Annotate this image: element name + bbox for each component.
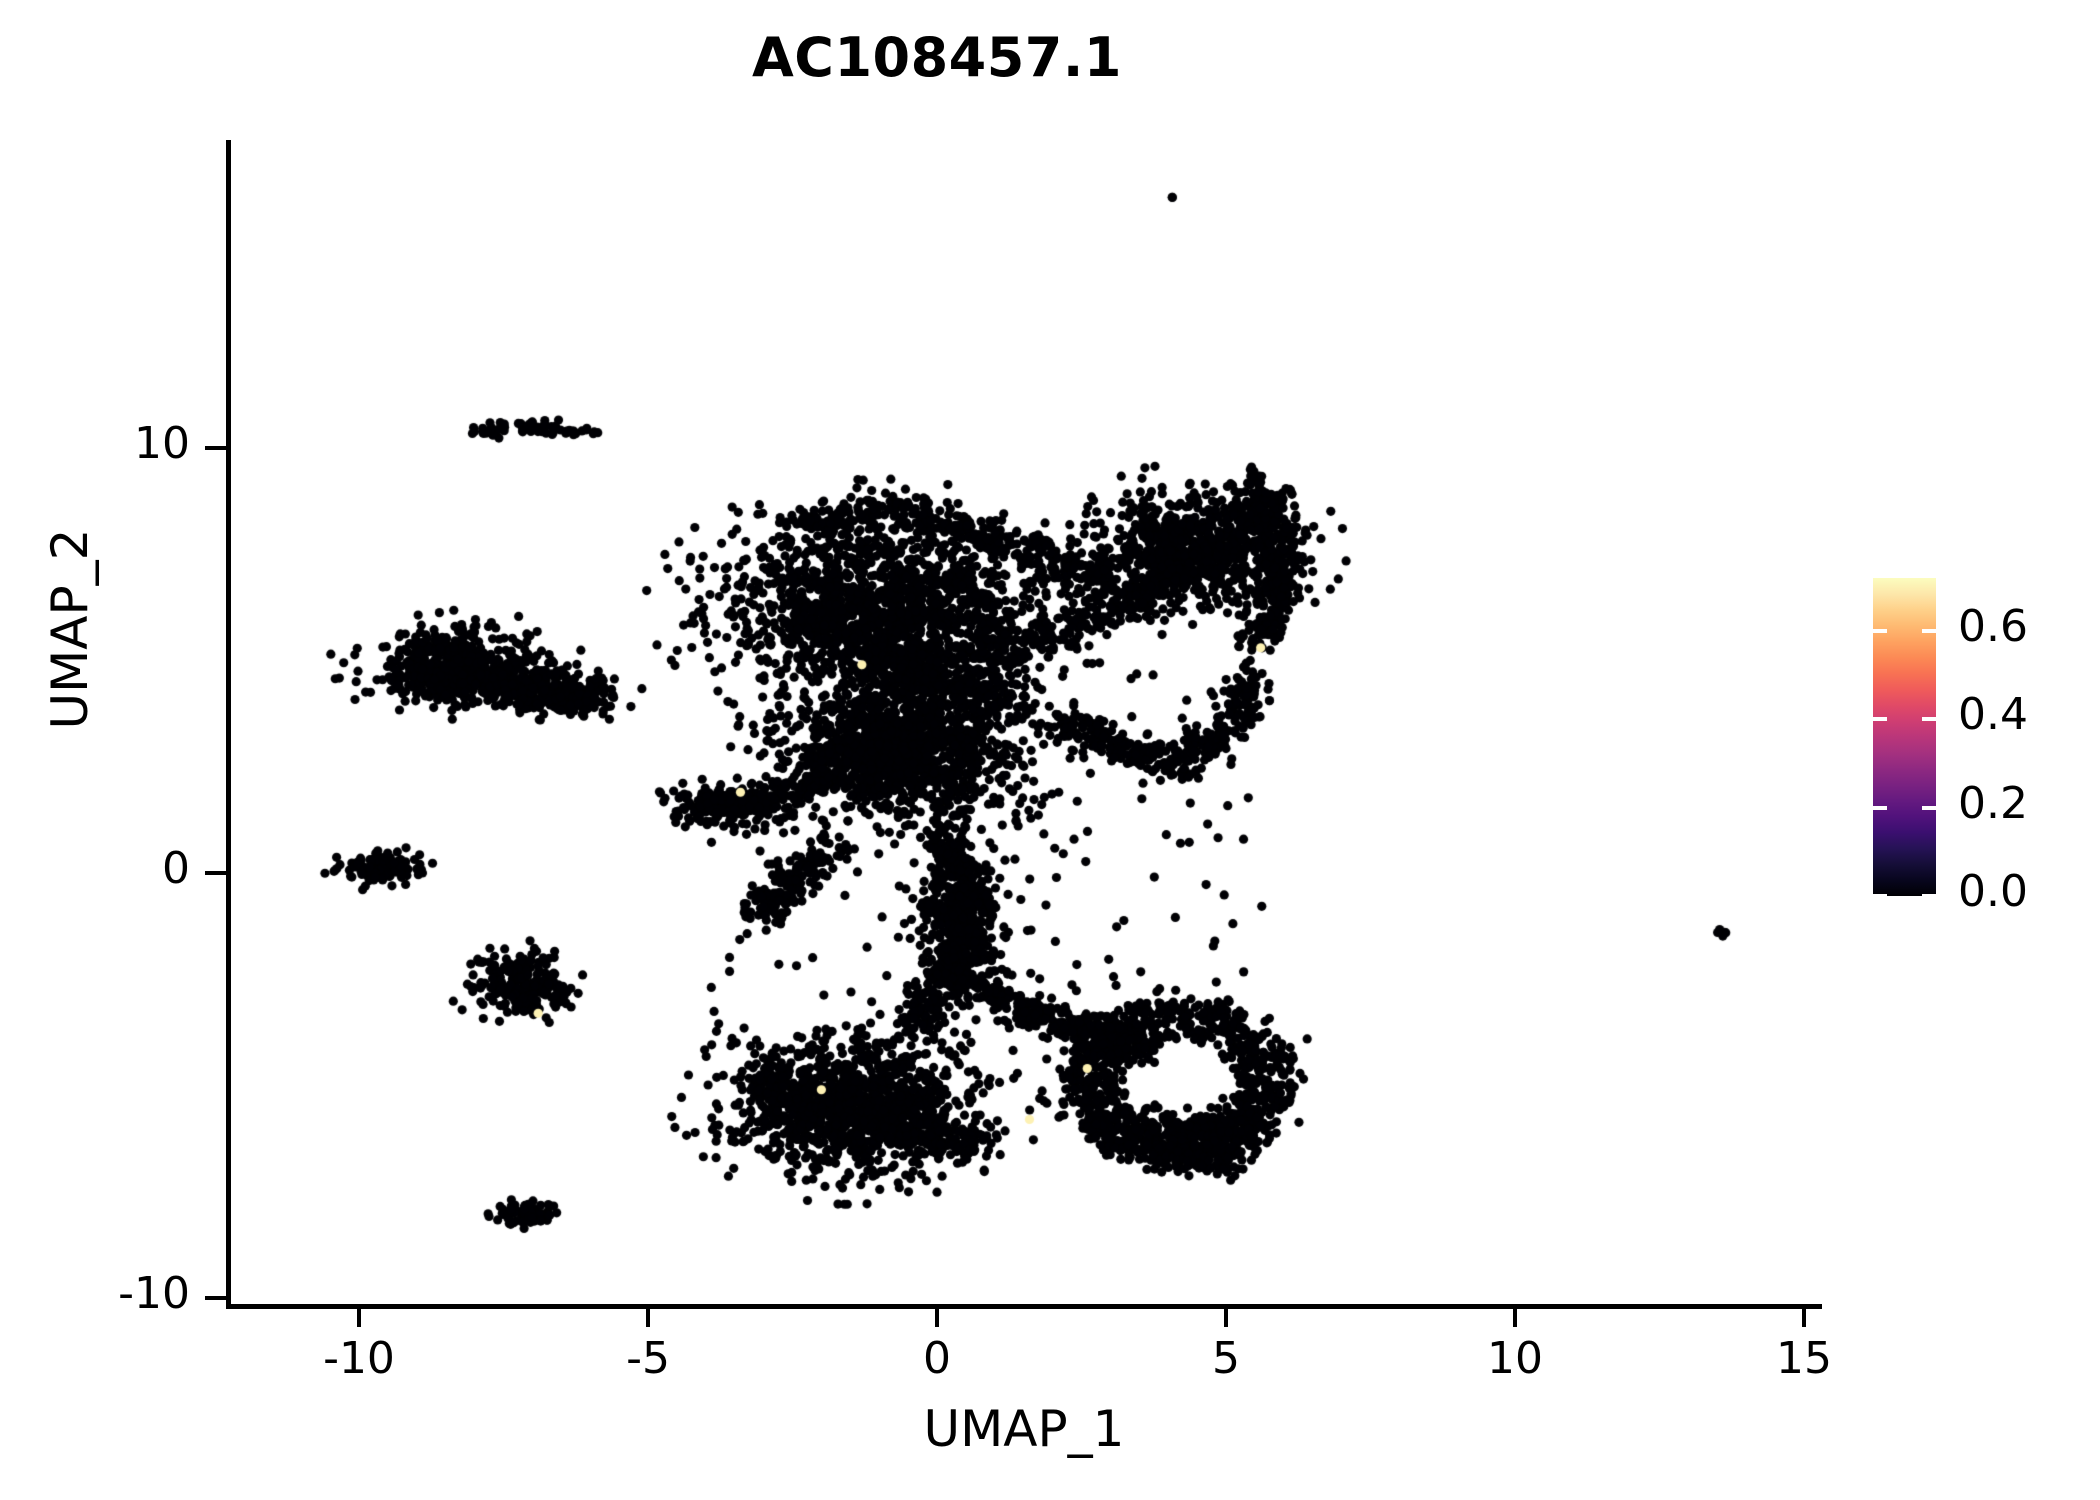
colorbar-tick-0.4 xyxy=(1873,717,1887,722)
colorbar-tick-0.2 xyxy=(1873,805,1887,810)
colorbar xyxy=(1873,578,1936,896)
x-tick-label-15: 15 xyxy=(1776,1333,1832,1384)
y-axis-spine xyxy=(226,140,231,1309)
colorbar-gradient xyxy=(1873,578,1936,896)
colorbar-tick-label-0.2: 0.2 xyxy=(1958,777,2028,829)
colorbar-tick-0.0 xyxy=(1873,894,1887,898)
x-tick-label--10: -10 xyxy=(323,1333,395,1384)
colorbar-tick-label-0.0: 0.0 xyxy=(1958,866,2028,917)
x-tick-10 xyxy=(1513,1309,1517,1327)
y-tick--10 xyxy=(205,1296,226,1300)
x-tick-5 xyxy=(1224,1309,1228,1327)
y-tick-10 xyxy=(205,446,226,450)
x-tick--10 xyxy=(357,1309,361,1327)
colorbar-tick-0.2 xyxy=(1922,805,1936,810)
y-tick-0 xyxy=(205,871,226,875)
colorbar-tick-0.6 xyxy=(1922,629,1936,633)
x-tick-label-5: 5 xyxy=(1212,1333,1240,1384)
y-axis-label: UMAP_2 xyxy=(41,528,99,730)
x-tick-15 xyxy=(1802,1309,1806,1327)
colorbar-tick-0.4 xyxy=(1922,717,1936,722)
x-axis-label: UMAP_1 xyxy=(923,1400,1125,1458)
x-tick--5 xyxy=(646,1309,650,1327)
y-tick-label-0: 0 xyxy=(162,843,190,894)
x-tick-label-0: 0 xyxy=(923,1333,951,1384)
scatter-plot-area xyxy=(228,140,1820,1306)
colorbar-tick-0.6 xyxy=(1873,629,1887,633)
colorbar-tick-0.0 xyxy=(1922,894,1936,898)
y-tick-label--10: -10 xyxy=(118,1268,190,1319)
x-tick-label-10: 10 xyxy=(1487,1333,1543,1384)
x-tick-0 xyxy=(935,1309,939,1327)
colorbar-tick-label-0.6: 0.6 xyxy=(1958,601,2028,652)
scatter-canvas xyxy=(228,140,1820,1306)
x-axis-spine xyxy=(226,1304,1822,1309)
x-tick-label--5: -5 xyxy=(626,1333,670,1384)
page-title: AC108457.1 xyxy=(752,26,1122,89)
colorbar-tick-label-0.4: 0.4 xyxy=(1958,689,2028,741)
y-tick-label-10: 10 xyxy=(134,418,190,469)
